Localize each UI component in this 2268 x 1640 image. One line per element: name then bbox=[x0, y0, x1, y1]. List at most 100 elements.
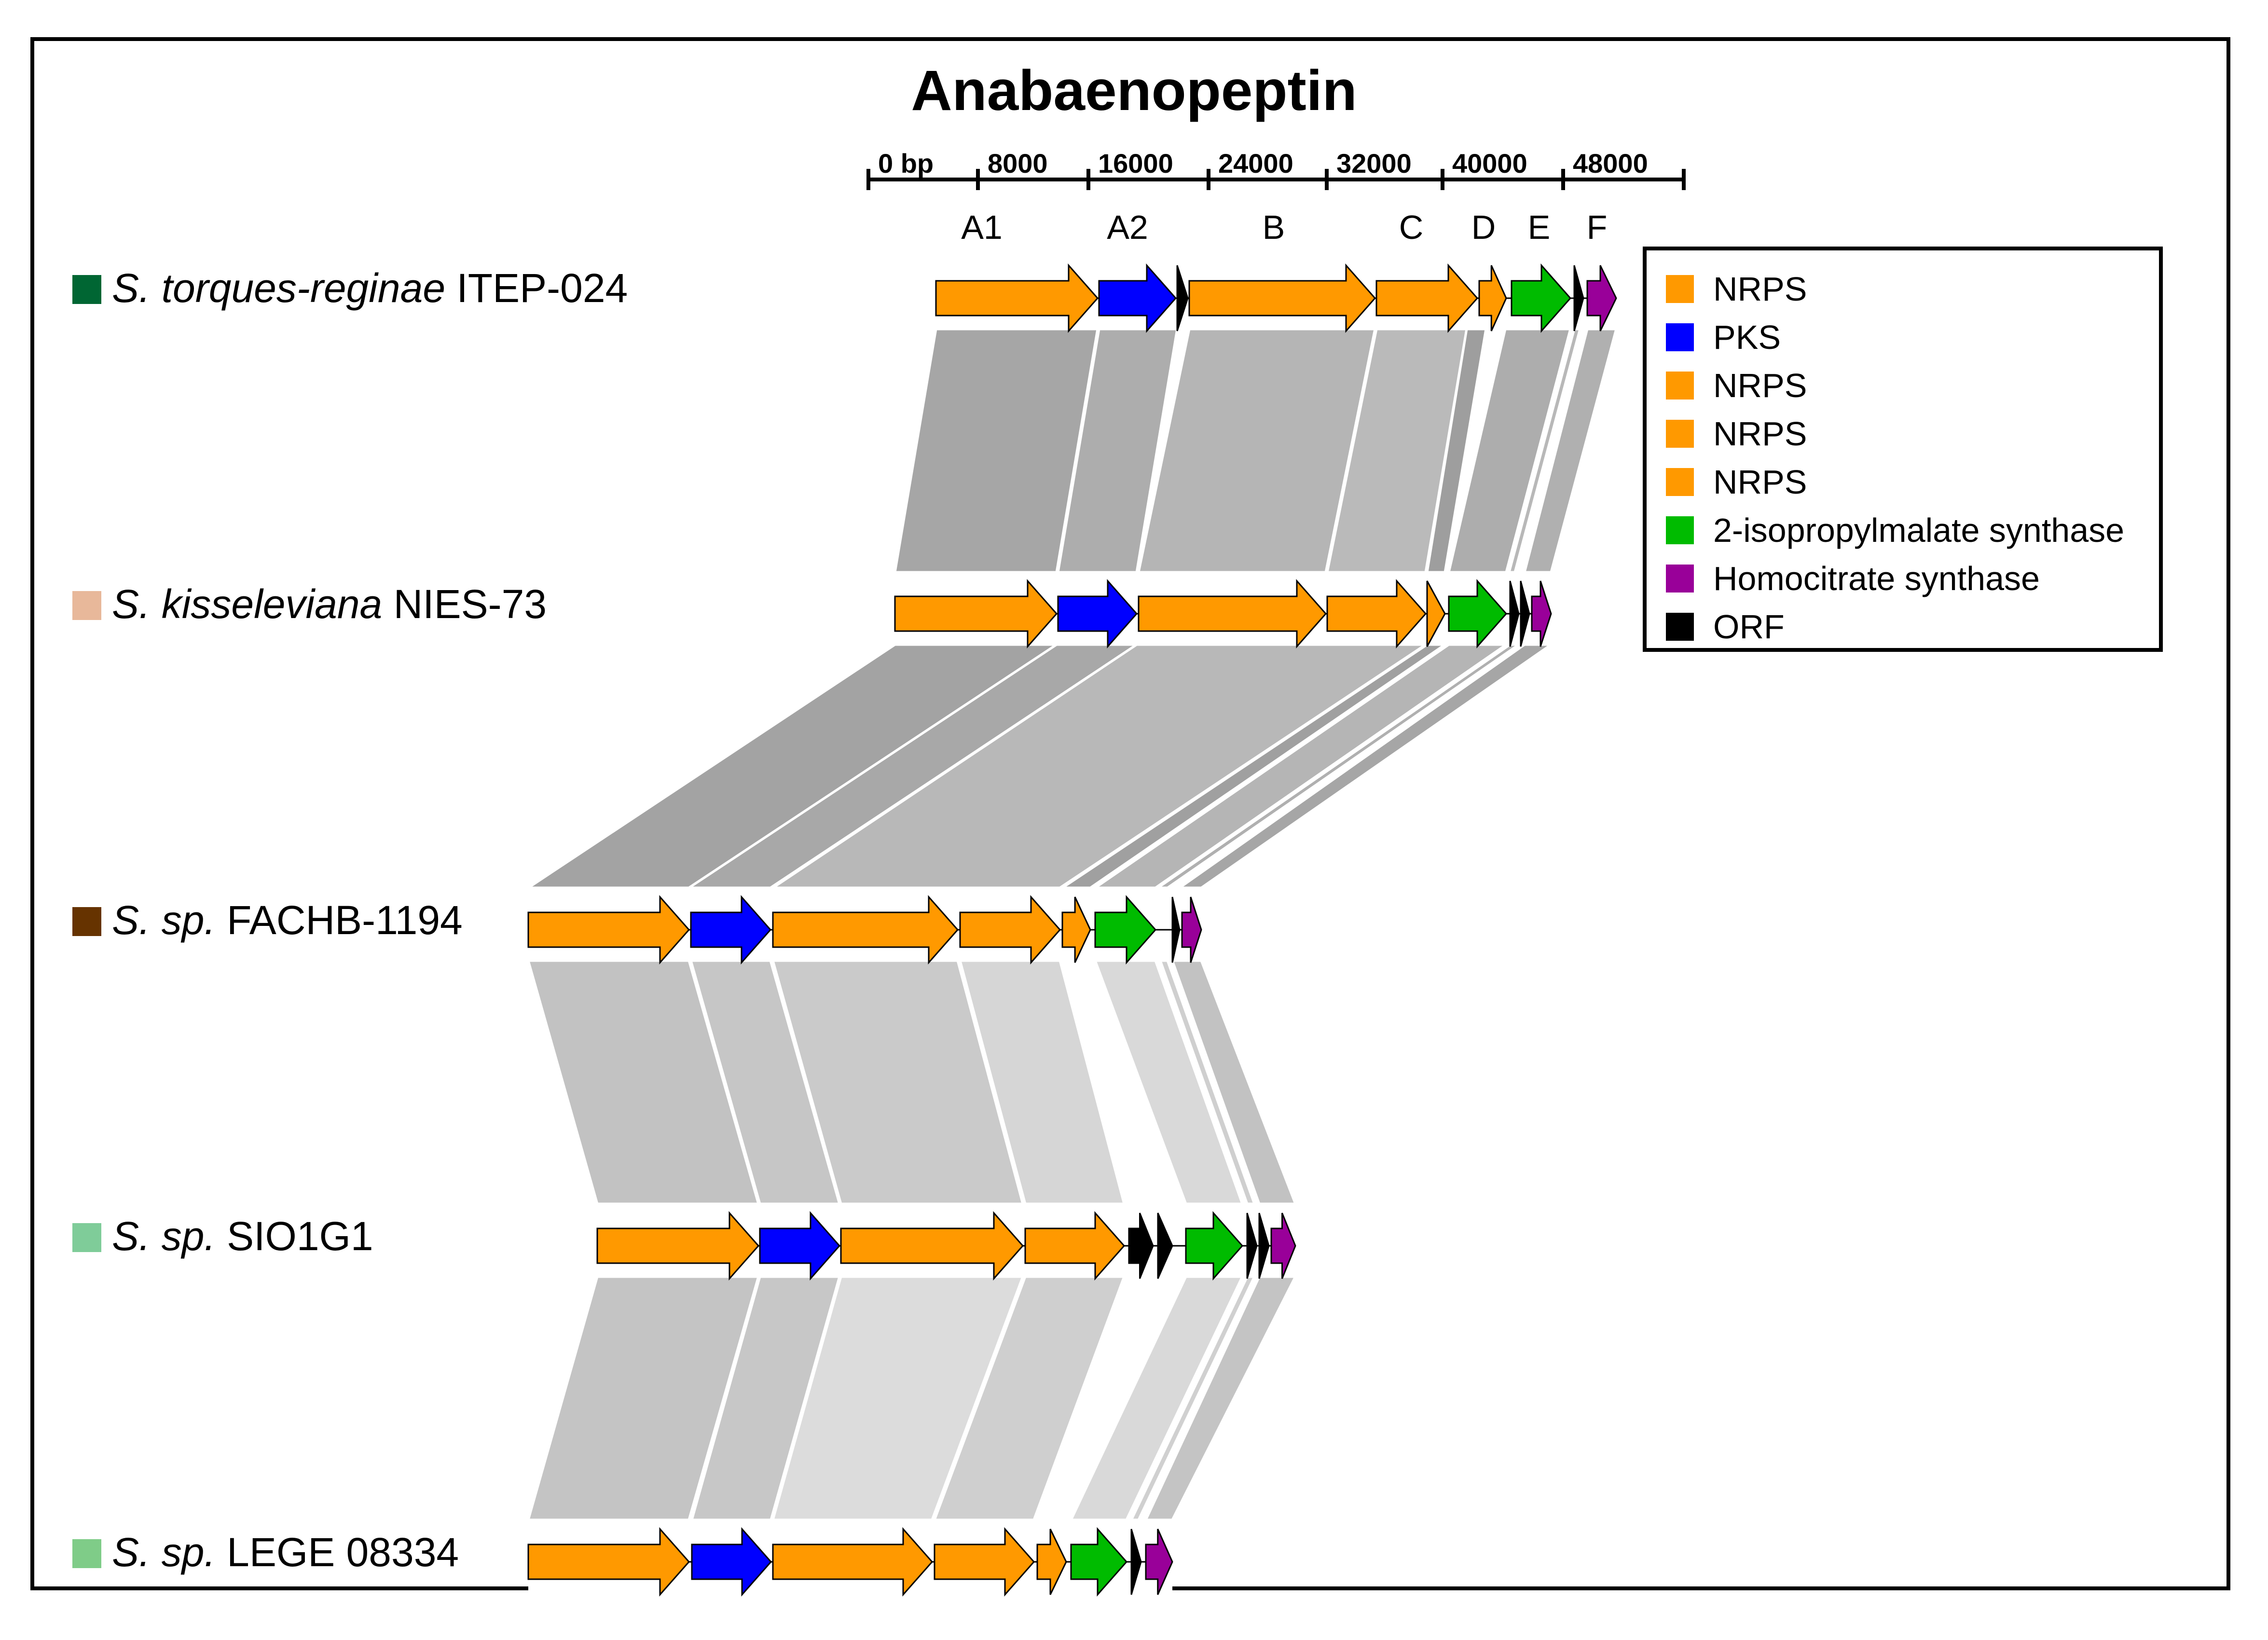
scale-tick-label: 16000 bbox=[1098, 148, 1173, 179]
legend-label: Homocitrate synthase bbox=[1713, 560, 2040, 597]
legend-item-orf: ORF bbox=[1666, 603, 1785, 651]
gene-arrow-hcs bbox=[1181, 896, 1202, 963]
gene-arrow-nrps bbox=[894, 579, 1058, 648]
gene-arrow-nrps bbox=[1061, 896, 1091, 963]
gene-arrow-nrps bbox=[1024, 1211, 1126, 1281]
gene-arrow-nrps bbox=[1426, 580, 1446, 647]
gene-arrow-orf bbox=[1258, 1213, 1270, 1279]
strain-genus-3: S. sp. bbox=[112, 897, 216, 943]
gene-arrow-orf bbox=[1130, 1529, 1142, 1595]
strain-genus-1: S. torques-reginae bbox=[112, 265, 446, 311]
strain-swatch-1 bbox=[72, 275, 101, 304]
gene-label: A1 bbox=[961, 208, 1003, 246]
strain-swatch-5 bbox=[72, 1539, 101, 1568]
gene-arrow-nrps bbox=[772, 895, 959, 965]
gene-arrow-hcs bbox=[1586, 265, 1617, 331]
legend-swatch bbox=[1666, 420, 1694, 448]
gene-arrow-nrps bbox=[1478, 265, 1507, 331]
legend-swatch bbox=[1666, 613, 1694, 641]
gene-arrow-orf bbox=[1157, 1213, 1173, 1279]
gene-arrow-orf bbox=[1520, 580, 1530, 647]
legend-label: 2-isopropylmalate synthase bbox=[1713, 511, 2125, 549]
legend-swatch bbox=[1666, 372, 1694, 400]
gene-arrow-pks bbox=[691, 1527, 772, 1597]
gene-arrow-ips bbox=[1448, 579, 1508, 648]
gene-arrow-nrps bbox=[1326, 579, 1427, 648]
gene-arrow-nrps bbox=[935, 263, 1099, 333]
gene-arrow-nrps bbox=[527, 1527, 690, 1597]
gene-arrow-ips bbox=[1511, 263, 1572, 333]
strain-label-4: S. sp. SIO1G1 bbox=[72, 1216, 373, 1256]
gene-arrow-orf bbox=[1176, 265, 1189, 331]
gene-arrow-hcs bbox=[1145, 1529, 1173, 1595]
gene-arrow-orf bbox=[1573, 265, 1584, 331]
gene-arrow-nrps bbox=[840, 1211, 1024, 1281]
gene-arrow-nrps bbox=[1375, 263, 1479, 333]
legend-item-pks: PKS bbox=[1666, 313, 1781, 361]
gene-arrow-nrps bbox=[1188, 263, 1376, 333]
legend-item-nrps-4: NRPS bbox=[1666, 458, 1807, 506]
legend-swatch bbox=[1666, 516, 1694, 544]
legend-swatch bbox=[1666, 323, 1694, 351]
legend-item-nrps-3: NRPS bbox=[1666, 410, 1807, 458]
gene-arrow-pks bbox=[759, 1211, 841, 1281]
legend-label: NRPS bbox=[1713, 367, 1807, 404]
scale-tick-label: 32000 bbox=[1336, 148, 1412, 179]
gene-arrow-hcs bbox=[1270, 1213, 1296, 1279]
legend-label: ORF bbox=[1713, 608, 1785, 646]
legend-label: PKS bbox=[1713, 318, 1781, 356]
gene-arrow-pks bbox=[1098, 263, 1177, 333]
legend-swatch bbox=[1666, 468, 1694, 496]
strain-swatch-2 bbox=[72, 591, 101, 620]
scale-tick-label: 8000 bbox=[988, 148, 1048, 179]
strain-id-5: LEGE 08334 bbox=[227, 1530, 459, 1575]
gene-arrow-nrps bbox=[772, 1527, 934, 1597]
strain-id-4: SIO1G1 bbox=[227, 1213, 373, 1259]
legend-swatch bbox=[1666, 275, 1694, 303]
legend-label: NRPS bbox=[1713, 270, 1807, 308]
gene-arrow-nrps bbox=[1138, 579, 1327, 648]
gene-arrow-ips bbox=[1070, 1527, 1128, 1597]
strain-genus-5: S. sp. bbox=[112, 1530, 216, 1575]
gene-label: B bbox=[1263, 208, 1285, 246]
legend: NRPS PKS NRPS NRPS NRPS 2-isopropylmalat… bbox=[1643, 247, 2163, 652]
gene-arrow-ips bbox=[1185, 1211, 1244, 1281]
gene-arrow-orf bbox=[1246, 1213, 1258, 1279]
gene-label: C bbox=[1399, 208, 1424, 246]
strain-id-2: NIES-73 bbox=[393, 581, 547, 627]
legend-item-ips: 2-isopropylmalate synthase bbox=[1666, 506, 2124, 554]
scale-tick-label: 0 bp bbox=[878, 148, 934, 179]
gene-arrow-orf bbox=[1171, 896, 1181, 963]
strain-genus-2: S. kisseleviana bbox=[112, 581, 383, 627]
legend-item-hcs: Homocitrate synthase bbox=[1666, 554, 2040, 603]
scale-tick-label: 40000 bbox=[1452, 148, 1527, 179]
figure-title: Anabaenopeptin bbox=[911, 59, 1357, 123]
legend-label: NRPS bbox=[1713, 463, 1807, 501]
scale-tick-label: 48000 bbox=[1573, 148, 1648, 179]
strain-label-1: S. torques-reginae ITEP-024 bbox=[72, 268, 628, 308]
gene-arrow-nrps bbox=[959, 895, 1061, 965]
gene-arrow-pks bbox=[1057, 579, 1138, 648]
gene-arrow-nrps bbox=[1036, 1529, 1067, 1595]
gene-arrow-nrps bbox=[596, 1211, 760, 1281]
strain-swatch-4 bbox=[72, 1223, 101, 1252]
strain-label-5: S. sp. LEGE 08334 bbox=[72, 1532, 459, 1572]
gene-label: A2 bbox=[1107, 208, 1148, 246]
strain-label-3: S. sp. FACHB-1194 bbox=[72, 900, 463, 940]
legend-item-nrps-2: NRPS bbox=[1666, 361, 1807, 410]
gene-arrow-ips bbox=[1094, 895, 1157, 965]
strain-genus-4: S. sp. bbox=[112, 1213, 216, 1259]
scale-tick-label: 24000 bbox=[1218, 148, 1293, 179]
strain-id-1: ITEP-024 bbox=[456, 265, 628, 311]
gene-arrow-hcs bbox=[1531, 580, 1552, 647]
strain-id-3: FACHB-1194 bbox=[227, 897, 463, 943]
gene-arrow-orf bbox=[1128, 1213, 1154, 1279]
gene-label: E bbox=[1528, 208, 1551, 246]
gene-arrow-pks bbox=[690, 895, 772, 965]
legend-swatch bbox=[1666, 565, 1694, 593]
gene-label: D bbox=[1471, 208, 1496, 246]
legend-item-nrps-1: NRPS bbox=[1666, 265, 1807, 313]
legend-label: NRPS bbox=[1713, 415, 1807, 453]
strain-swatch-3 bbox=[72, 907, 101, 936]
